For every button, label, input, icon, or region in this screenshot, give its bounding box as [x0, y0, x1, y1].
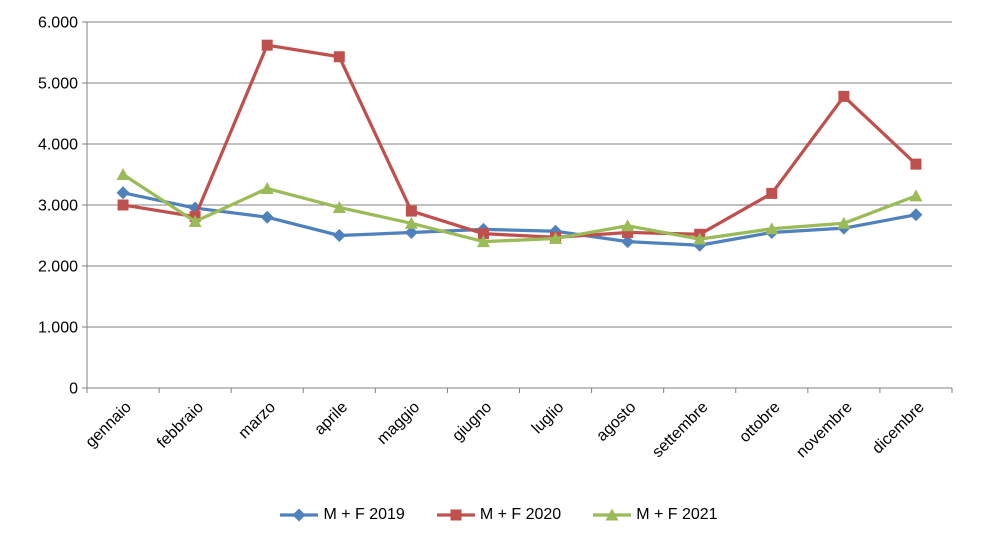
data-point-marker	[116, 168, 130, 180]
data-point-marker	[332, 229, 346, 242]
legend-item-2019: M + F 2019	[278, 506, 405, 524]
data-point-marker	[476, 235, 490, 248]
legend-label-2020: M + F 2020	[479, 506, 562, 523]
x-axis-label: maggio	[374, 399, 423, 448]
x-axis-label: ottobre	[736, 399, 783, 446]
data-point-marker	[622, 226, 634, 238]
x-axis-label: febbraio	[154, 399, 207, 452]
data-point-marker	[910, 158, 922, 170]
data-point-marker	[116, 186, 130, 200]
x-axis-label: luglio	[529, 399, 568, 438]
series-m-f-2021	[116, 168, 923, 248]
legend-marker-shape	[292, 508, 306, 522]
x-axis-label: marzo	[236, 399, 280, 443]
data-point-marker	[909, 189, 923, 202]
legend-label-2021: M + F 2021	[636, 506, 718, 523]
legend-label-2019: M + F 2019	[323, 506, 405, 523]
legend-marker-shape	[450, 509, 462, 521]
legend-marker-2019-icon	[280, 508, 319, 522]
legend-item-2021: M + F 2021	[591, 506, 718, 524]
data-point-marker	[188, 214, 202, 227]
x-axis-label: aprile	[311, 399, 351, 439]
data-point-marker	[404, 225, 418, 239]
data-point-marker	[260, 182, 274, 195]
data-point-marker	[693, 232, 707, 245]
x-axis-label: giugno	[449, 399, 495, 445]
series-m-f-2020	[117, 39, 922, 243]
data-point-marker	[549, 232, 563, 245]
series-line	[121, 172, 918, 244]
legend-marker-2020-icon	[436, 509, 475, 521]
data-point-marker	[909, 208, 923, 222]
chart-legend: M + F 2019 M + F 2020 M + F 2021	[0, 506, 996, 524]
legend-marker-2021-icon	[593, 508, 632, 521]
y-axis-label: 0	[69, 381, 78, 398]
legend-marker-shape	[605, 508, 619, 521]
x-axis-label: agosto	[593, 399, 639, 445]
data-point-marker	[621, 235, 635, 249]
y-axis-label: 5.000	[38, 76, 78, 93]
data-point-marker	[477, 228, 489, 240]
y-axis-label: 2.000	[38, 259, 78, 276]
data-point-marker	[404, 216, 418, 229]
data-point-marker	[117, 199, 129, 211]
y-axis-label: 4.000	[38, 137, 78, 154]
data-point-marker	[405, 205, 417, 217]
x-axis-label: gennaio	[83, 399, 135, 451]
data-point-marker	[837, 216, 851, 229]
x-axis-label: dicembre	[869, 399, 928, 458]
series-line	[121, 43, 918, 239]
data-point-marker	[765, 222, 779, 235]
data-point-marker	[766, 187, 778, 199]
data-point-marker	[621, 219, 635, 232]
data-point-marker	[838, 90, 850, 102]
data-point-marker	[332, 200, 346, 213]
data-point-marker	[260, 210, 274, 224]
series-m-f-2019	[116, 186, 923, 252]
data-point-marker	[261, 39, 273, 51]
series-line	[121, 191, 918, 247]
x-axis-label: novembre	[793, 399, 855, 461]
data-point-marker	[333, 51, 345, 63]
legend-item-2020: M + F 2020	[435, 506, 561, 524]
y-axis-label: 1.000	[38, 320, 78, 337]
y-axis-label: 3.000	[38, 198, 78, 215]
x-axis-label: settembre	[649, 399, 711, 461]
y-axis-label: 6.000	[38, 15, 78, 32]
